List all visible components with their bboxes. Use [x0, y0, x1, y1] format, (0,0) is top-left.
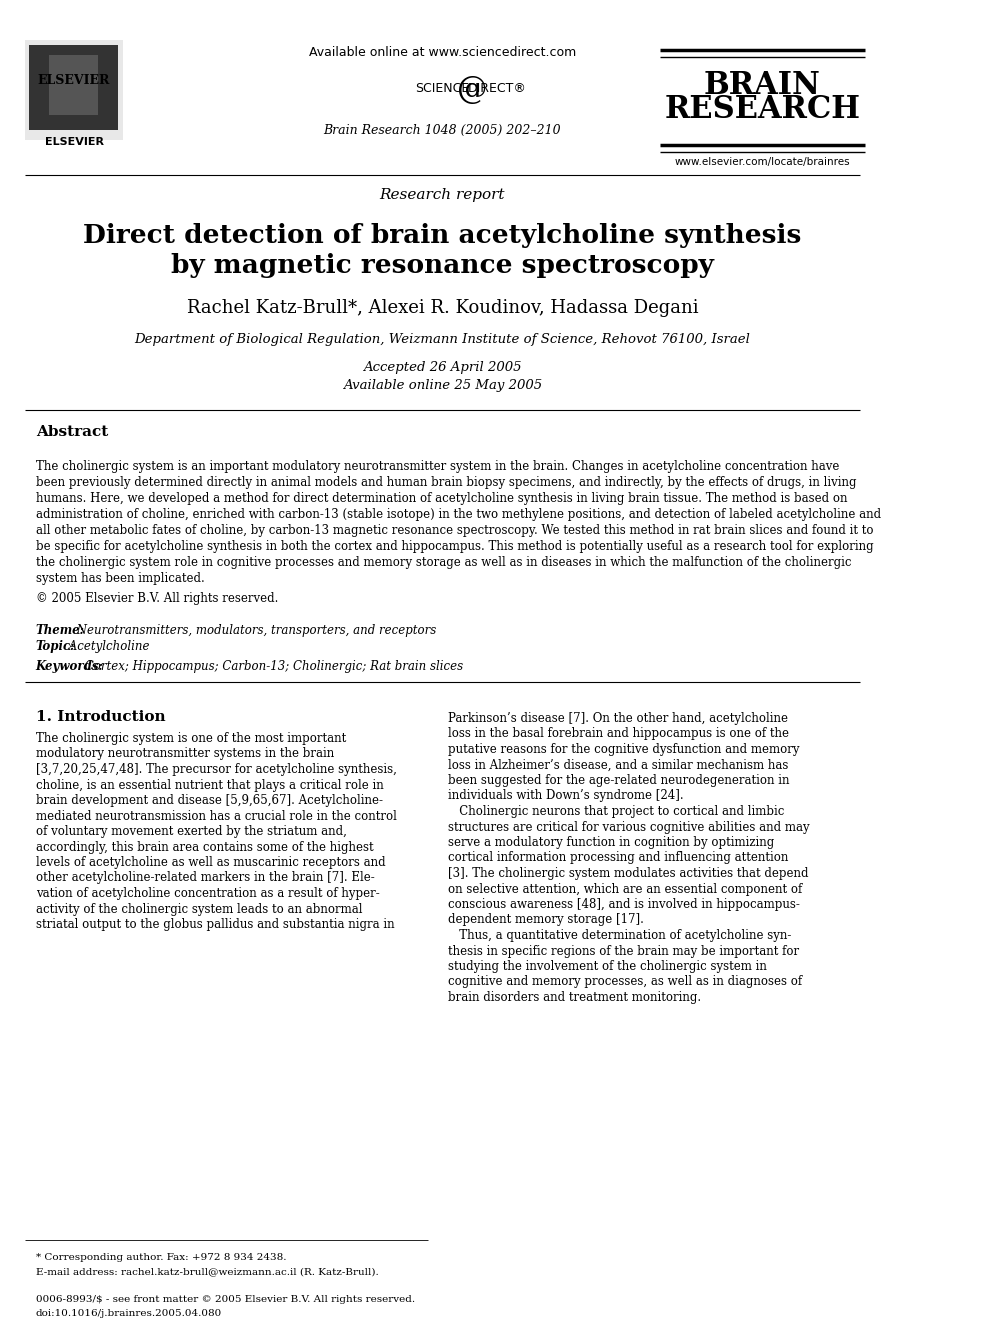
Text: Parkinson’s disease [7]. On the other hand, acetylcholine: Parkinson’s disease [7]. On the other ha…	[447, 712, 788, 725]
Text: brain disorders and treatment monitoring.: brain disorders and treatment monitoring…	[447, 991, 700, 1004]
Text: system has been implicated.: system has been implicated.	[36, 572, 204, 585]
Text: Cholinergic neurons that project to cortical and limbic: Cholinergic neurons that project to cort…	[447, 804, 784, 818]
Text: © 2005 Elsevier B.V. All rights reserved.: © 2005 Elsevier B.V. All rights reserved…	[36, 591, 278, 605]
Bar	[29, 45, 118, 130]
Text: administration of choline, enriched with carbon-13 (stable isotope) in the two m: administration of choline, enriched with…	[36, 508, 881, 521]
Text: RESEARCH: RESEARCH	[665, 94, 860, 126]
Text: The cholinergic system is one of the most important: The cholinergic system is one of the mos…	[36, 732, 346, 745]
Text: by magnetic resonance spectroscopy: by magnetic resonance spectroscopy	[171, 253, 714, 278]
Text: [3,7,20,25,47,48]. The precursor for acetylcholine synthesis,: [3,7,20,25,47,48]. The precursor for ace…	[36, 763, 397, 777]
Text: ELSEVIER: ELSEVIER	[45, 138, 103, 147]
Text: 1. Introduction: 1. Introduction	[36, 710, 166, 724]
Text: 0006-8993/$ - see front matter © 2005 Elsevier B.V. All rights reserved.: 0006-8993/$ - see front matter © 2005 El…	[36, 1295, 415, 1304]
Text: other acetylcholine-related markers in the brain [7]. Ele-: other acetylcholine-related markers in t…	[36, 872, 374, 885]
Text: accordingly, this brain area contains some of the highest: accordingly, this brain area contains so…	[36, 840, 373, 853]
Text: Available online 25 May 2005: Available online 25 May 2005	[343, 380, 542, 393]
Text: Accepted 26 April 2005: Accepted 26 April 2005	[363, 361, 522, 374]
Text: on selective attention, which are an essential component of: on selective attention, which are an ess…	[447, 882, 802, 896]
Text: ELSEVIER: ELSEVIER	[38, 74, 110, 86]
Text: individuals with Down’s syndrome [24].: individuals with Down’s syndrome [24].	[447, 790, 683, 803]
Text: BRAIN: BRAIN	[704, 70, 821, 101]
Text: been suggested for the age-related neurodegeneration in: been suggested for the age-related neuro…	[447, 774, 790, 787]
Text: www.elsevier.com/locate/brainres: www.elsevier.com/locate/brainres	[675, 157, 850, 167]
Text: Thus, a quantitative determination of acetylcholine syn-: Thus, a quantitative determination of ac…	[447, 929, 791, 942]
Text: Department of Biological Regulation, Weizmann Institute of Science, Rehovot 7610: Department of Biological Regulation, Wei…	[134, 333, 750, 347]
Bar	[49, 56, 98, 115]
Text: E-mail address: rachel.katz-brull@weizmann.ac.il (R. Katz-Brull).: E-mail address: rachel.katz-brull@weizma…	[36, 1267, 378, 1275]
Text: putative reasons for the cognitive dysfunction and memory: putative reasons for the cognitive dysfu…	[447, 744, 800, 755]
Text: doi:10.1016/j.brainres.2005.04.080: doi:10.1016/j.brainres.2005.04.080	[36, 1308, 222, 1318]
Text: loss in the basal forebrain and hippocampus is one of the: loss in the basal forebrain and hippocam…	[447, 728, 789, 741]
Text: all other metabolic fates of choline, by carbon-13 magnetic resonance spectrosco: all other metabolic fates of choline, by…	[36, 524, 873, 537]
Text: studying the involvement of the cholinergic system in: studying the involvement of the choliner…	[447, 960, 767, 972]
Text: Abstract: Abstract	[36, 425, 108, 439]
Text: Available online at www.sciencedirect.com: Available online at www.sciencedirect.co…	[309, 45, 576, 58]
Text: modulatory neurotransmitter systems in the brain: modulatory neurotransmitter systems in t…	[36, 747, 334, 761]
Text: Acetylcholine: Acetylcholine	[65, 640, 150, 654]
Text: thesis in specific regions of the brain may be important for: thesis in specific regions of the brain …	[447, 945, 799, 958]
Text: choline, is an essential nutrient that plays a critical role in: choline, is an essential nutrient that p…	[36, 778, 384, 791]
Text: Cortex; Hippocampus; Carbon-13; Cholinergic; Rat brain slices: Cortex; Hippocampus; Carbon-13; Choliner…	[81, 660, 463, 673]
Bar	[25, 40, 123, 140]
Text: vation of acetylcholine concentration as a result of hyper-: vation of acetylcholine concentration as…	[36, 886, 379, 900]
Text: Keywords:: Keywords:	[36, 660, 103, 673]
Text: The cholinergic system is an important modulatory neurotransmitter system in the: The cholinergic system is an important m…	[36, 460, 839, 474]
Text: * Corresponding author. Fax: +972 8 934 2438.: * Corresponding author. Fax: +972 8 934 …	[36, 1253, 286, 1262]
Text: brain development and disease [5,9,65,67]. Acetylcholine-: brain development and disease [5,9,65,67…	[36, 794, 383, 807]
Text: Brain Research 1048 (2005) 202–210: Brain Research 1048 (2005) 202–210	[323, 123, 561, 136]
Text: of voluntary movement exerted by the striatum and,: of voluntary movement exerted by the str…	[36, 826, 346, 837]
Text: Research report: Research report	[380, 188, 505, 202]
Text: striatal output to the globus pallidus and substantia nigra in: striatal output to the globus pallidus a…	[36, 918, 394, 931]
Text: mediated neurotransmission has a crucial role in the control: mediated neurotransmission has a crucial…	[36, 810, 397, 823]
Text: activity of the cholinergic system leads to an abnormal: activity of the cholinergic system leads…	[36, 902, 362, 916]
Text: levels of acetylcholine as well as muscarinic receptors and: levels of acetylcholine as well as musca…	[36, 856, 385, 869]
Text: cortical information processing and influencing attention: cortical information processing and infl…	[447, 852, 788, 864]
Text: structures are critical for various cognitive abilities and may: structures are critical for various cogn…	[447, 820, 809, 833]
Text: Theme:: Theme:	[36, 624, 84, 636]
Text: Neurotransmitters, modulators, transporters, and receptors: Neurotransmitters, modulators, transport…	[73, 624, 436, 636]
Text: Topic:: Topic:	[36, 640, 75, 654]
Text: be specific for acetylcholine synthesis in both the cortex and hippocampus. This: be specific for acetylcholine synthesis …	[36, 540, 873, 553]
Text: cognitive and memory processes, as well as in diagnoses of: cognitive and memory processes, as well …	[447, 975, 802, 988]
Text: @: @	[457, 74, 488, 106]
Text: dependent memory storage [17].: dependent memory storage [17].	[447, 913, 644, 926]
Text: SCIENCE: SCIENCE	[416, 82, 469, 94]
Text: Direct detection of brain acetylcholine synthesis: Direct detection of brain acetylcholine …	[83, 222, 802, 247]
Text: [3]. The cholinergic system modulates activities that depend: [3]. The cholinergic system modulates ac…	[447, 867, 808, 880]
Text: Rachel Katz-Brull*, Alexei R. Koudinov, Hadassa Degani: Rachel Katz-Brull*, Alexei R. Koudinov, …	[186, 299, 698, 318]
Text: serve a modulatory function in cognition by optimizing: serve a modulatory function in cognition…	[447, 836, 774, 849]
Text: humans. Here, we developed a method for direct determination of acetylcholine sy: humans. Here, we developed a method for …	[36, 492, 847, 505]
Text: the cholinergic system role in cognitive processes and memory storage as well as: the cholinergic system role in cognitive…	[36, 556, 851, 569]
Text: conscious awareness [48], and is involved in hippocampus-: conscious awareness [48], and is involve…	[447, 898, 800, 912]
Text: loss in Alzheimer’s disease, and a similar mechanism has: loss in Alzheimer’s disease, and a simil…	[447, 758, 788, 771]
Text: been previously determined directly in animal models and human brain biopsy spec: been previously determined directly in a…	[36, 476, 856, 490]
Text: DIRECT®: DIRECT®	[467, 82, 526, 94]
